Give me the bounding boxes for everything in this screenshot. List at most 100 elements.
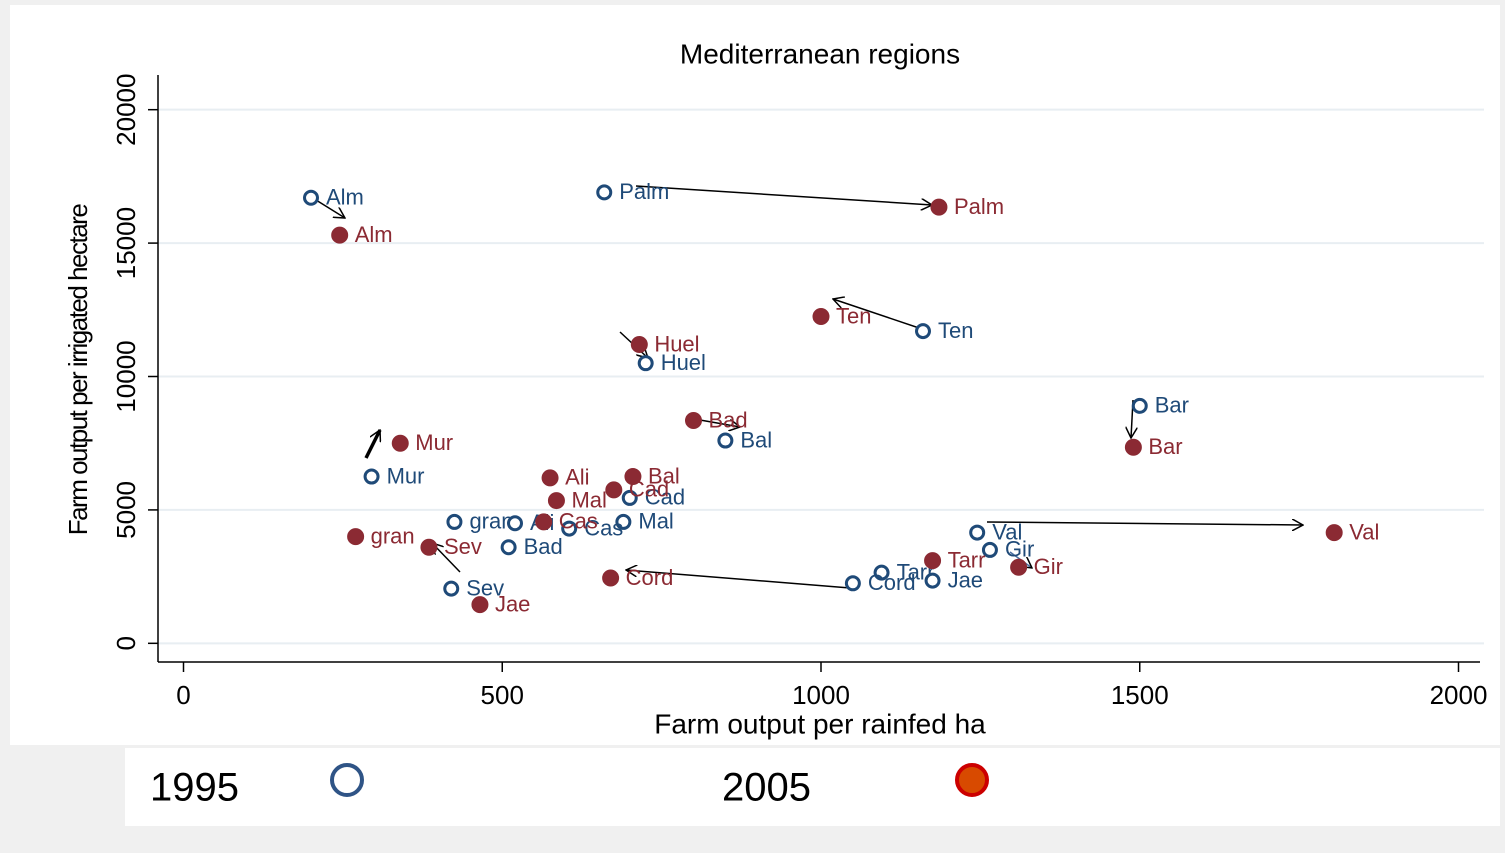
x-tick-label: 500 [481, 680, 524, 710]
point-label: Jae [948, 567, 983, 592]
arrow [635, 185, 932, 205]
point [596, 184, 613, 201]
point [420, 538, 438, 556]
point-label: Tarr [948, 547, 986, 572]
point-label: Ten [938, 318, 973, 343]
point-label: Val [992, 519, 1022, 544]
y-axis-title: Farm output per irrigated hectare [63, 204, 93, 536]
point-label: Palm [954, 194, 1004, 219]
point [1131, 397, 1148, 414]
arrow [626, 570, 851, 589]
y-tick-label: 5000 [111, 481, 141, 539]
legend-box [125, 748, 1500, 826]
x-tick-label: 0 [176, 680, 190, 710]
point [1124, 438, 1142, 456]
point-label: Mal [571, 487, 606, 512]
point [602, 569, 620, 587]
point [685, 412, 702, 430]
legend: 1995 2005 [150, 763, 989, 810]
point [1010, 558, 1028, 576]
legend-label: 1995 [150, 766, 239, 810]
legend-label: 2005 [722, 766, 811, 810]
point [547, 492, 565, 510]
point [347, 528, 365, 546]
point-label: Bar [1155, 393, 1189, 418]
point [915, 323, 931, 340]
point-label: Mur [415, 430, 453, 455]
point [624, 468, 642, 486]
point [500, 539, 517, 556]
arrow [986, 522, 1303, 525]
point [391, 434, 409, 452]
point-label: Huel [654, 331, 699, 356]
point-label: Bad [524, 534, 563, 559]
arrow [364, 430, 382, 459]
point-label: Ali [565, 465, 589, 490]
point [615, 513, 632, 530]
point-label: Palm [619, 179, 669, 204]
point-label: gran [469, 509, 513, 534]
point [605, 481, 623, 499]
point-label: Val [1349, 519, 1379, 544]
point-label: Bal [648, 463, 680, 488]
point-label: Gir [1034, 554, 1063, 579]
arrows [315, 185, 1303, 589]
point [981, 541, 998, 558]
point [443, 580, 460, 597]
point [621, 489, 638, 506]
arrow [833, 299, 926, 331]
point-label: Gir [1005, 537, 1034, 562]
y-tick-label: 20000 [111, 74, 141, 146]
point-label: Jae [495, 591, 530, 616]
point-label: Ten [836, 303, 871, 328]
point [446, 513, 463, 530]
point [471, 596, 489, 614]
point-label: Cad [629, 477, 669, 502]
point [363, 468, 380, 485]
x-tick-label: 2000 [1430, 680, 1488, 710]
point-label: Bar [1148, 434, 1182, 459]
point [637, 355, 654, 372]
point [630, 335, 648, 353]
point-label: Cord [626, 565, 674, 590]
point-label: Bad [709, 407, 748, 432]
point-label: Huel [661, 350, 706, 375]
legend-marker [330, 763, 364, 797]
point [969, 524, 986, 541]
point [717, 432, 734, 449]
point [303, 189, 319, 206]
y-tick-label: 15000 [111, 207, 141, 279]
x-tick-label: 1500 [1111, 680, 1169, 710]
arrow [315, 199, 345, 218]
grid: 0 5000 10000 15000 20000 0 500 1000 1500 2000 [111, 74, 1488, 710]
chart-title: Mediterranean regions [680, 38, 960, 69]
point [930, 198, 948, 216]
point-label: Cad [645, 485, 685, 510]
point [541, 469, 559, 487]
point-label: Mal [638, 509, 673, 534]
point [561, 520, 578, 537]
y-tick-label: 0 [111, 636, 141, 650]
point-label: gran [371, 523, 415, 548]
y-tick-label: 10000 [111, 340, 141, 412]
point-label: Cas [584, 515, 623, 540]
point [812, 307, 830, 325]
point [873, 564, 890, 581]
point-label: Sev [444, 534, 482, 559]
point [331, 226, 349, 244]
point [1325, 524, 1343, 542]
point [924, 552, 942, 570]
point [924, 572, 941, 589]
point-label: Cas [559, 509, 598, 534]
chart-background [10, 5, 1500, 745]
marks: AlmPalmTenHuelBarBalMurCadgranAliMalCasB… [303, 179, 1379, 616]
point-label: Mur [387, 463, 425, 488]
point [507, 515, 523, 532]
point-label: Bal [740, 427, 772, 452]
legend-marker [955, 763, 989, 797]
x-tick-label: 1000 [792, 680, 850, 710]
point [535, 513, 553, 531]
point [844, 575, 861, 592]
